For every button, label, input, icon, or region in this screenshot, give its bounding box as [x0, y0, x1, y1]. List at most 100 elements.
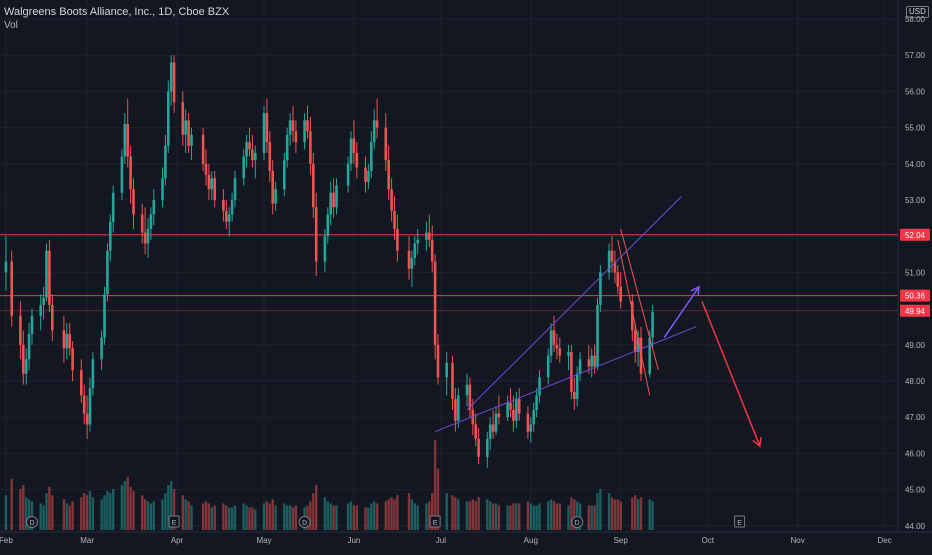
symbol-title[interactable]: Walgreens Boots Alliance, Inc., 1D, Cboe…: [4, 6, 230, 18]
candle-body[interactable]: [488, 424, 492, 439]
candle-body[interactable]: [190, 134, 193, 146]
candle-body[interactable]: [265, 113, 269, 143]
candle-body[interactable]: [271, 171, 274, 204]
candle-body[interactable]: [596, 304, 599, 367]
dividend-marker[interactable]: [571, 516, 584, 528]
candle-body[interactable]: [248, 142, 251, 150]
candle-body[interactable]: [100, 337, 103, 360]
candle-body[interactable]: [65, 333, 69, 349]
candle-body[interactable]: [631, 301, 634, 331]
earnings-marker[interactable]: [168, 515, 180, 528]
candle-body[interactable]: [590, 355, 593, 367]
candle-body[interactable]: [245, 142, 248, 157]
candle-body[interactable]: [230, 200, 234, 215]
candle-body[interactable]: [352, 138, 356, 153]
candle-body[interactable]: [146, 228, 150, 244]
candle-body[interactable]: [535, 395, 538, 410]
candle-body[interactable]: [111, 192, 115, 222]
candle-body[interactable]: [445, 362, 448, 378]
candle-body[interactable]: [201, 134, 205, 164]
candle-body[interactable]: [129, 156, 132, 190]
candle-body[interactable]: [285, 134, 289, 161]
candle-body[interactable]: [471, 409, 475, 425]
candle-body[interactable]: [555, 344, 559, 349]
candle-body[interactable]: [4, 261, 8, 273]
candle-body[interactable]: [268, 142, 272, 172]
candle-body[interactable]: [254, 152, 257, 161]
candle-body[interactable]: [393, 210, 396, 229]
candle-body[interactable]: [428, 232, 431, 240]
candle-body[interactable]: [607, 250, 611, 273]
candle-body[interactable]: [648, 337, 651, 374]
candle-body[interactable]: [425, 232, 428, 240]
candle-body[interactable]: [312, 163, 315, 208]
candle-body[interactable]: [332, 192, 335, 208]
candle-body[interactable]: [549, 330, 553, 356]
candle-body[interactable]: [39, 304, 42, 316]
projection-up-arrow[interactable]: [663, 286, 700, 338]
candle-body[interactable]: [552, 330, 556, 345]
candle-body[interactable]: [506, 402, 509, 418]
candle-body[interactable]: [413, 243, 417, 258]
candle-body[interactable]: [143, 232, 147, 244]
candle-body[interactable]: [225, 210, 228, 222]
candle-body[interactable]: [639, 337, 643, 374]
candle-body[interactable]: [326, 214, 330, 237]
candle-body[interactable]: [109, 221, 112, 251]
candle-body[interactable]: [558, 348, 562, 356]
candle-body[interactable]: [288, 120, 292, 135]
candle-body[interactable]: [132, 189, 135, 215]
candle-body[interactable]: [161, 178, 164, 200]
candle-body[interactable]: [149, 214, 153, 229]
candle-body[interactable]: [517, 399, 521, 414]
candle-body[interactable]: [587, 359, 591, 367]
candle-body[interactable]: [364, 167, 367, 182]
candle-body[interactable]: [167, 91, 170, 146]
candle-body[interactable]: [436, 344, 440, 378]
candle-body[interactable]: [262, 113, 266, 153]
candle-body[interactable]: [407, 250, 411, 269]
candle-body[interactable]: [169, 62, 173, 92]
candle-body[interactable]: [251, 149, 254, 161]
candle-body[interactable]: [367, 171, 370, 182]
candle-body[interactable]: [570, 352, 573, 392]
candle-body[interactable]: [497, 413, 501, 418]
volume-label[interactable]: Vol: [4, 20, 18, 31]
candle-body[interactable]: [62, 330, 66, 349]
candle-body[interactable]: [451, 362, 454, 400]
candle-body[interactable]: [210, 178, 214, 190]
candle-body[interactable]: [396, 228, 399, 251]
dividend-marker[interactable]: [298, 516, 311, 528]
candle-body[interactable]: [346, 163, 350, 186]
candle-body[interactable]: [416, 239, 419, 244]
candle-body[interactable]: [578, 359, 582, 374]
drawings[interactable]: [434, 196, 762, 448]
candle-body[interactable]: [314, 207, 318, 262]
candle-body[interactable]: [88, 388, 92, 425]
candle-body[interactable]: [538, 377, 541, 396]
candle-body[interactable]: [610, 250, 614, 262]
candle-body[interactable]: [375, 120, 379, 128]
candle-body[interactable]: [22, 344, 25, 374]
candle-body[interactable]: [152, 200, 156, 215]
candle-body[interactable]: [227, 214, 231, 222]
candle-body[interactable]: [509, 402, 512, 410]
candle-body[interactable]: [573, 391, 576, 400]
channel-upper-line[interactable]: [466, 196, 682, 411]
candle-body[interactable]: [486, 438, 489, 458]
candle-body[interactable]: [636, 337, 640, 353]
candle-body[interactable]: [593, 355, 596, 367]
candle-body[interactable]: [515, 399, 518, 421]
candle-body[interactable]: [651, 312, 654, 338]
candle-body[interactable]: [468, 384, 472, 410]
candle-body[interactable]: [599, 272, 602, 305]
candle-body[interactable]: [120, 156, 124, 193]
candle-body[interactable]: [45, 250, 48, 298]
candle-body[interactable]: [181, 102, 185, 135]
candle-body[interactable]: [222, 200, 225, 211]
candle-body[interactable]: [526, 413, 530, 432]
candle-body[interactable]: [349, 138, 353, 164]
dividend-marker[interactable]: [26, 516, 38, 528]
candle-body[interactable]: [454, 399, 457, 421]
